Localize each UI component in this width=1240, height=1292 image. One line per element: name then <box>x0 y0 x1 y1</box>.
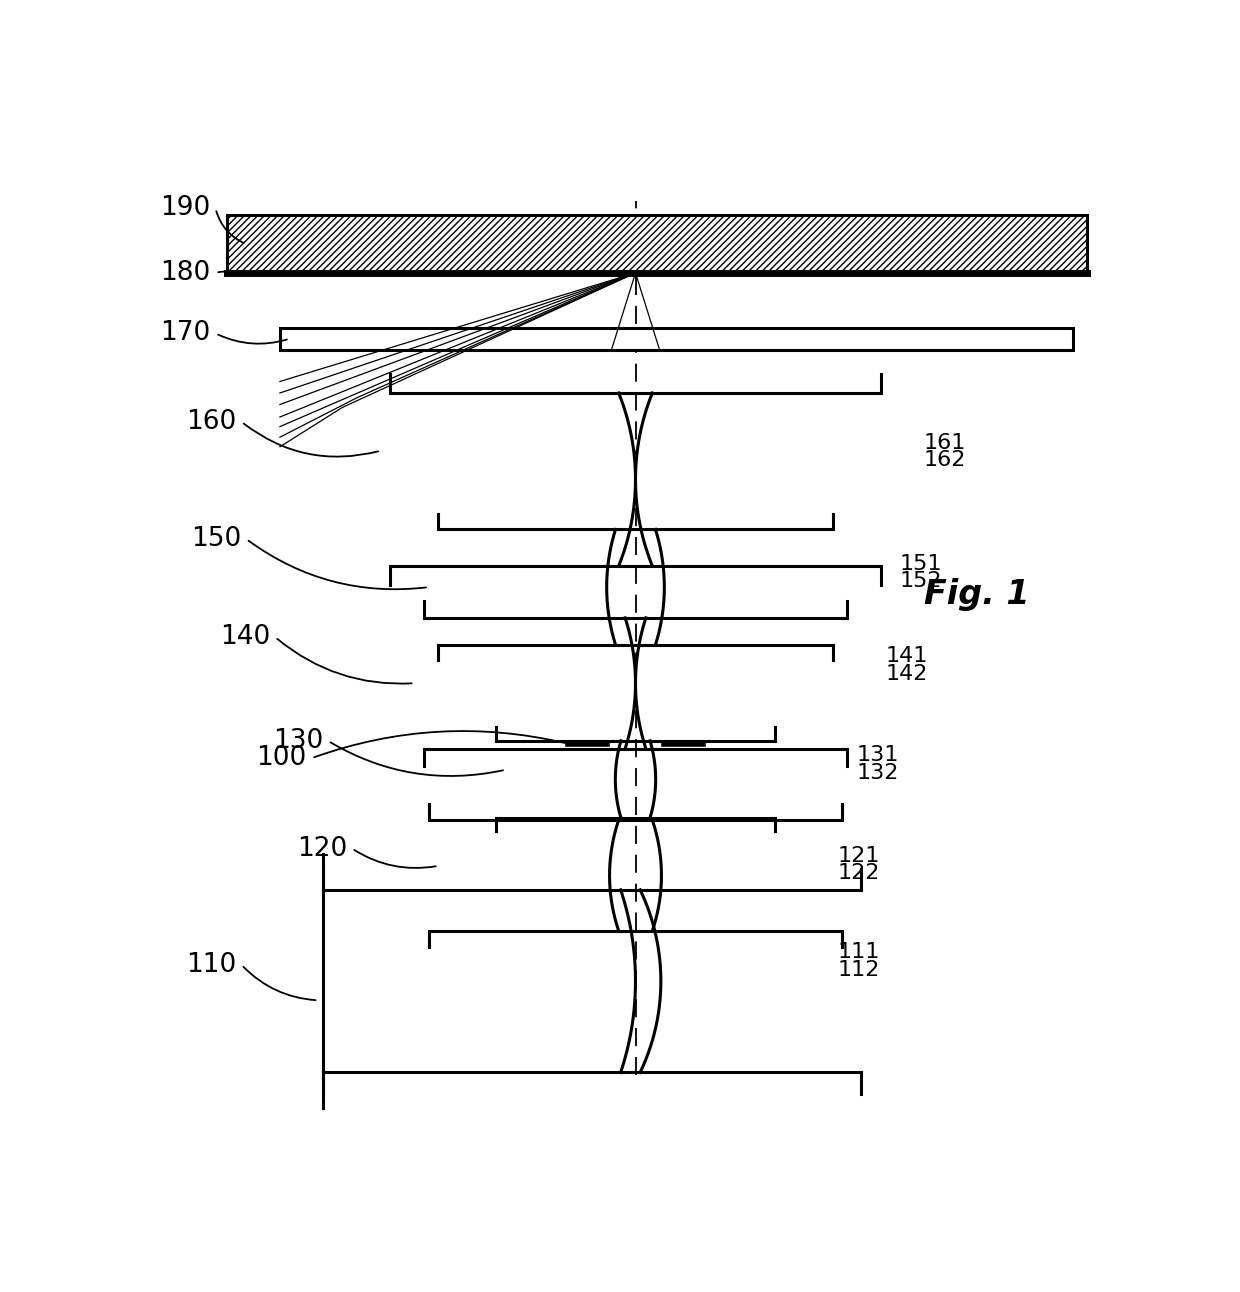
Text: 162: 162 <box>924 450 966 470</box>
Text: 160: 160 <box>186 408 237 435</box>
Text: 112: 112 <box>837 960 879 979</box>
Text: 170: 170 <box>160 320 211 346</box>
Text: 132: 132 <box>857 762 899 783</box>
Text: 142: 142 <box>885 664 928 683</box>
Text: 131: 131 <box>857 745 899 765</box>
Text: 122: 122 <box>837 863 879 884</box>
Bar <box>227 216 1087 273</box>
Text: Fig. 1: Fig. 1 <box>924 579 1029 611</box>
Text: 150: 150 <box>191 526 242 552</box>
Text: 141: 141 <box>885 646 928 667</box>
Text: 100: 100 <box>257 745 306 771</box>
Text: 110: 110 <box>186 952 237 978</box>
Text: 151: 151 <box>900 554 942 574</box>
Bar <box>280 328 1073 350</box>
Bar <box>227 216 1087 273</box>
Text: 152: 152 <box>900 571 942 592</box>
Text: 121: 121 <box>837 846 879 866</box>
Text: 190: 190 <box>160 195 211 221</box>
Text: 180: 180 <box>160 260 211 286</box>
Text: 111: 111 <box>837 942 879 963</box>
Text: 120: 120 <box>296 836 347 862</box>
Text: 130: 130 <box>273 727 324 753</box>
Text: 140: 140 <box>219 624 270 650</box>
Text: 161: 161 <box>924 433 966 453</box>
